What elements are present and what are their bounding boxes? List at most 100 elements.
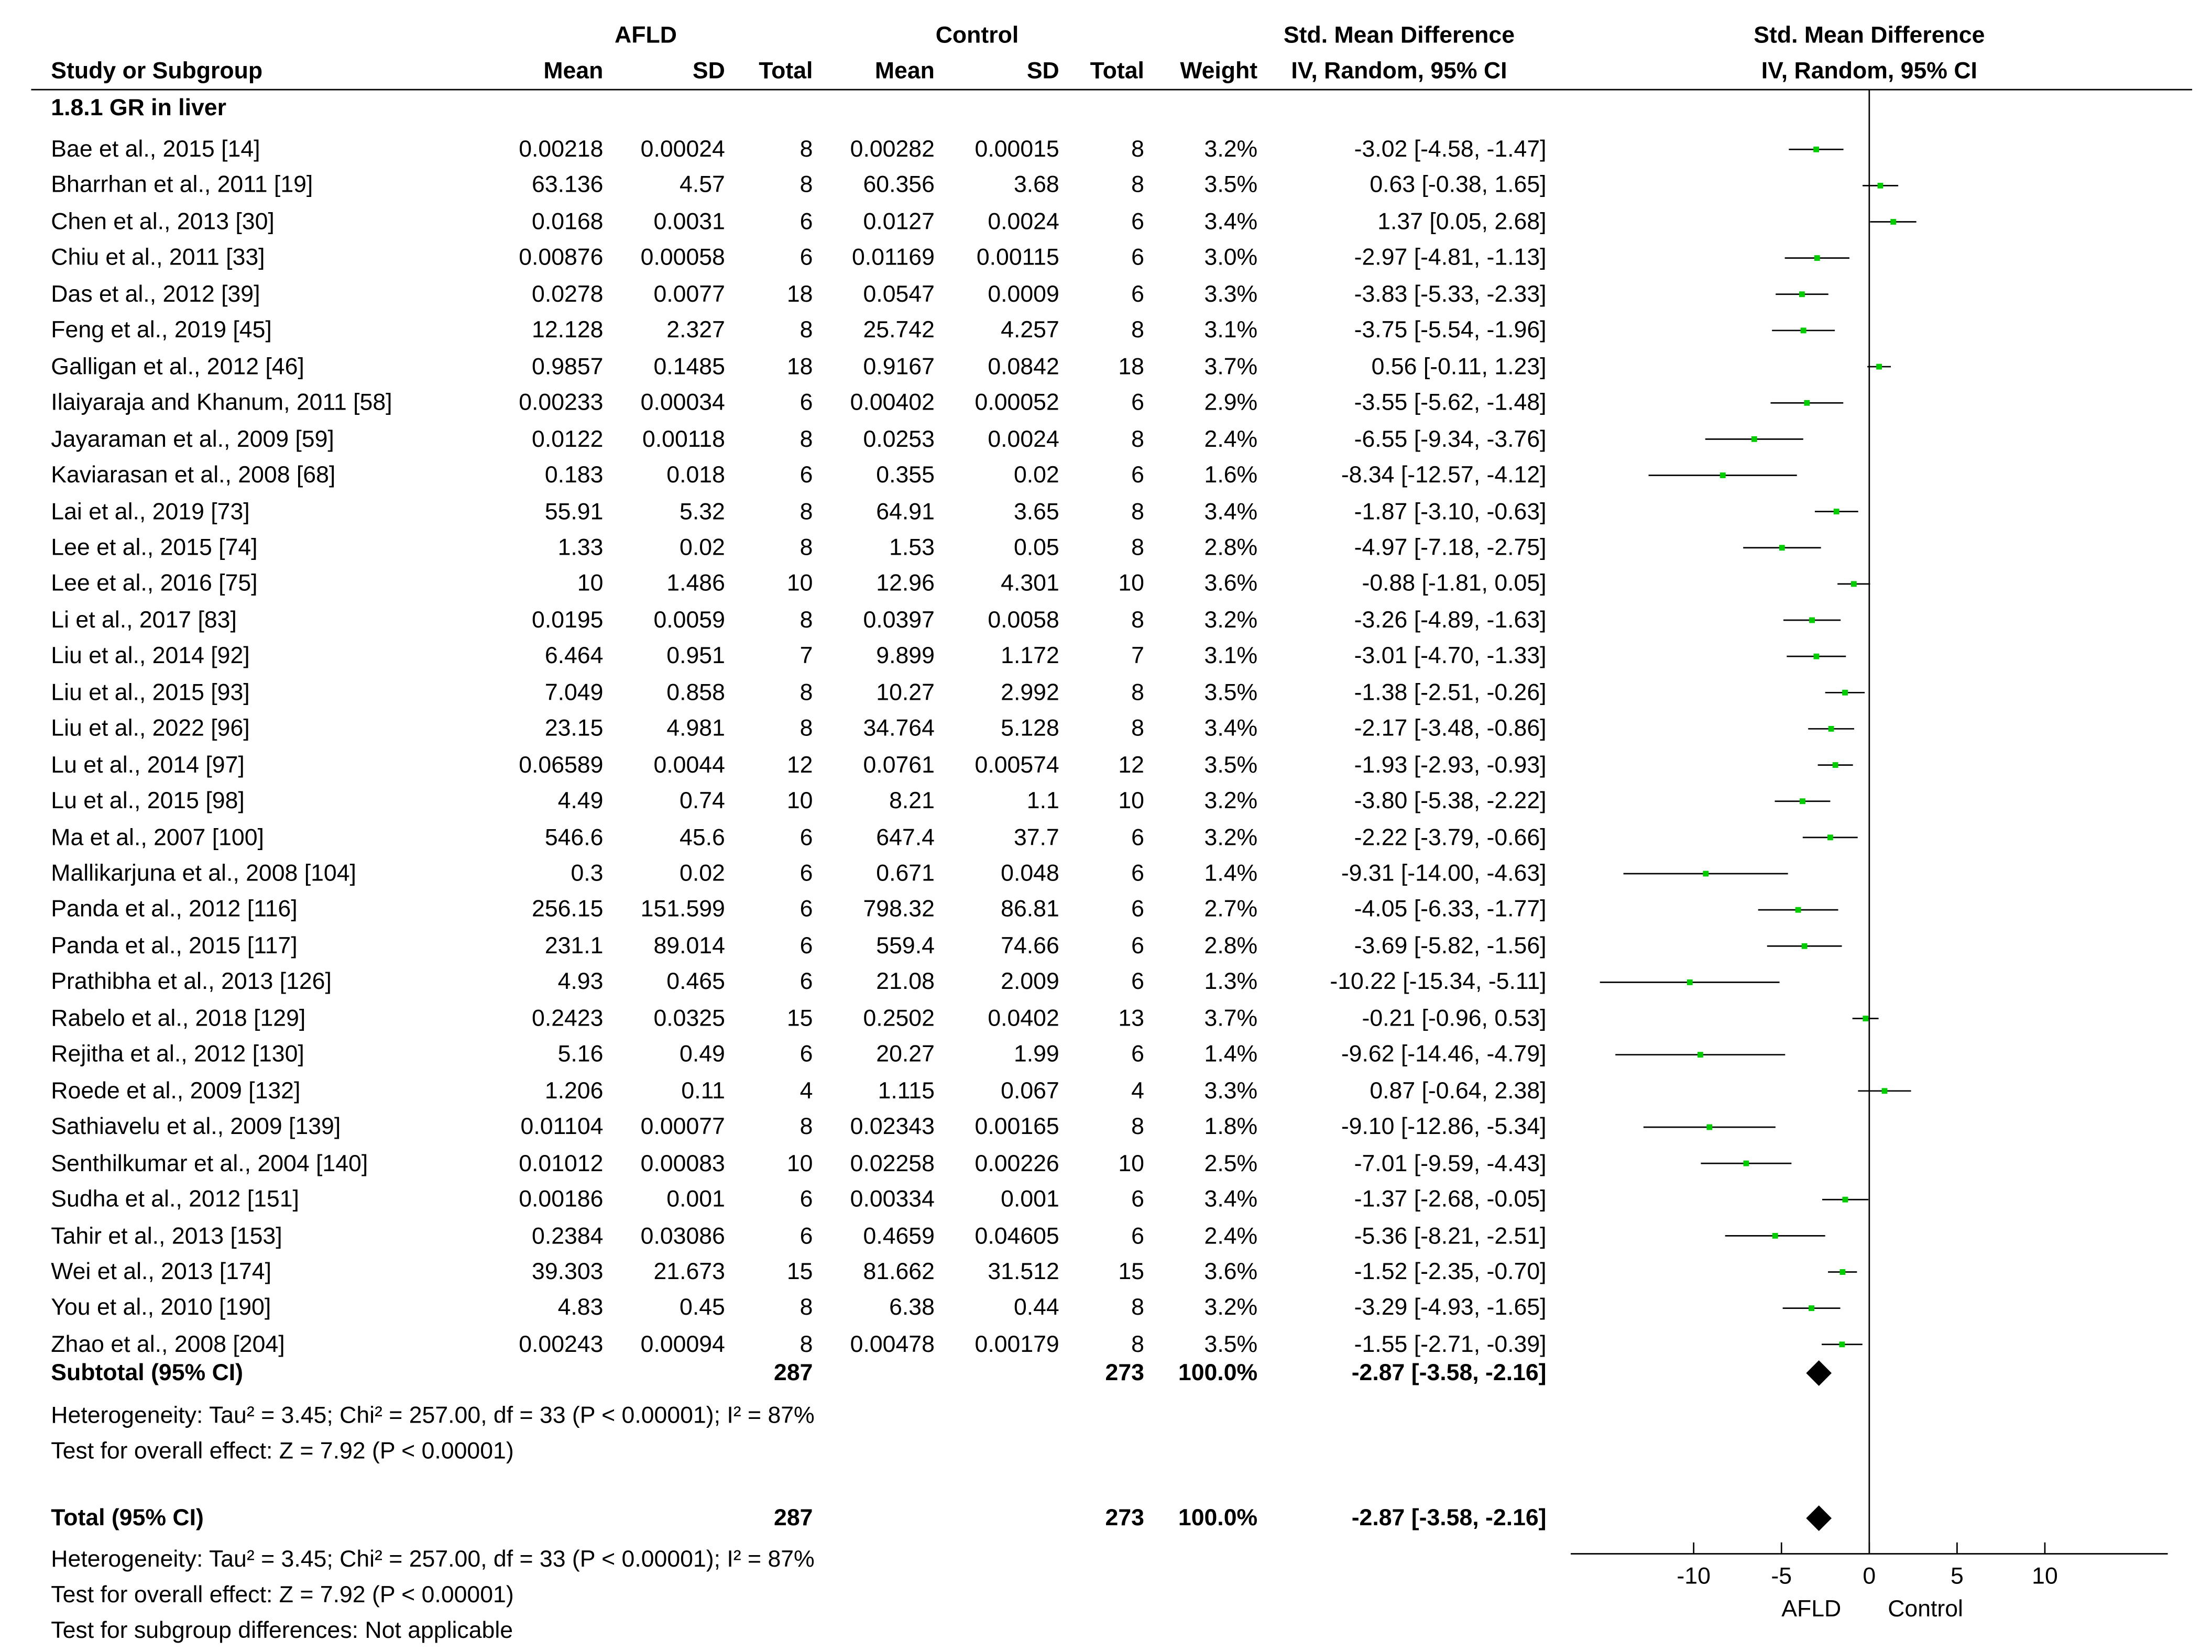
col-sd1-header: SD bbox=[692, 58, 725, 84]
point-estimate bbox=[1876, 364, 1882, 370]
study-name: Lee et al., 2016 [75] bbox=[51, 571, 258, 597]
weight: 3.7% bbox=[1204, 354, 1258, 380]
weight: 3.2% bbox=[1204, 1295, 1258, 1321]
control-mean: 0.00478 bbox=[850, 1331, 935, 1358]
control-mean: 20.27 bbox=[876, 1042, 935, 1068]
control-sd: 0.067 bbox=[1001, 1078, 1059, 1104]
afld-total: 6 bbox=[800, 969, 813, 995]
smd-ci: 0.56 [-0.11, 1.23] bbox=[1371, 354, 1547, 380]
control-sd: 0.00052 bbox=[974, 390, 1059, 416]
afld-total: 6 bbox=[800, 390, 813, 416]
control-sd: 1.99 bbox=[1013, 1042, 1059, 1068]
weight: 3.1% bbox=[1204, 643, 1258, 669]
afld-total: 8 bbox=[800, 426, 813, 452]
control-sd: 74.66 bbox=[1001, 933, 1059, 959]
afld-sd: 0.00077 bbox=[640, 1114, 725, 1140]
control-total: 6 bbox=[1131, 281, 1144, 307]
afld-mean: 546.6 bbox=[544, 824, 604, 851]
afld-sd: 0.1485 bbox=[653, 354, 725, 380]
subtotal-label: Subtotal (95% CI) bbox=[51, 1360, 244, 1386]
afld-mean: 10 bbox=[577, 571, 604, 597]
point-estimate bbox=[1881, 1088, 1888, 1094]
subtotal-total2: 273 bbox=[1105, 1360, 1144, 1386]
control-mean: 0.00402 bbox=[850, 390, 935, 416]
afld-total: 10 bbox=[786, 788, 813, 814]
afld-sd: 0.018 bbox=[666, 462, 725, 488]
study-marker bbox=[1782, 1305, 1841, 1312]
control-sd: 3.65 bbox=[1013, 499, 1059, 525]
control-sd: 3.68 bbox=[1013, 172, 1059, 199]
study-name: Rabelo et al., 2018 [129] bbox=[51, 1006, 306, 1031]
smd-ci: -0.21 [-0.96, 0.53] bbox=[1362, 1006, 1547, 1031]
control-mean: 25.742 bbox=[863, 317, 935, 344]
study-marker bbox=[1623, 871, 1788, 877]
smd-ci: -1.52 [-2.35, -0.70] bbox=[1354, 1259, 1547, 1285]
study-name: Lu et al., 2015 [98] bbox=[51, 788, 245, 814]
study-name: Chiu et al., 2011 [33] bbox=[51, 245, 265, 271]
control-mean: 0.0127 bbox=[863, 209, 935, 235]
weight: 3.3% bbox=[1204, 281, 1258, 307]
afld-sd: 0.951 bbox=[666, 643, 725, 669]
study-marker bbox=[1837, 581, 1870, 587]
x-tick-label: -10 bbox=[1677, 1563, 1710, 1589]
weight: 3.1% bbox=[1204, 317, 1258, 344]
afld-sd: 0.02 bbox=[680, 861, 725, 887]
weight: 3.2% bbox=[1204, 607, 1258, 633]
point-estimate bbox=[1863, 1016, 1869, 1021]
weight: 3.2% bbox=[1204, 136, 1258, 162]
afld-mean: 0.00876 bbox=[519, 245, 604, 271]
smd-plot-header: Std. Mean Difference bbox=[1754, 23, 1985, 49]
study-marker bbox=[1825, 689, 1865, 696]
afld-mean: 0.0195 bbox=[532, 607, 604, 633]
control-mean: 0.0397 bbox=[863, 607, 935, 633]
afld-mean: 0.00243 bbox=[519, 1331, 604, 1358]
favours-afld-label: AFLD bbox=[1781, 1596, 1841, 1622]
control-total: 8 bbox=[1131, 499, 1144, 525]
study-marker bbox=[1772, 327, 1835, 334]
afld-mean: 1.33 bbox=[557, 535, 604, 561]
afld-total: 8 bbox=[800, 535, 813, 561]
study-marker bbox=[1648, 472, 1797, 478]
weight: 3.6% bbox=[1204, 571, 1258, 597]
col-ci-header: IV, Random, 95% CI bbox=[1291, 58, 1507, 84]
subtotal-weight: 100.0% bbox=[1178, 1360, 1258, 1386]
weight: 2.7% bbox=[1204, 897, 1258, 923]
smd-ci: -3.26 [-4.89, -1.63] bbox=[1354, 607, 1547, 633]
study-marker bbox=[1870, 219, 1917, 225]
smd-ci: -1.87 [-3.10, -0.63] bbox=[1354, 499, 1547, 525]
control-sd: 0.0024 bbox=[988, 426, 1059, 452]
subtotal-diamond bbox=[1806, 1360, 1832, 1386]
point-estimate bbox=[1809, 617, 1815, 623]
study-name: Mallikarjuna et al., 2008 [104] bbox=[51, 861, 356, 887]
control-total: 6 bbox=[1131, 933, 1144, 959]
weight: 3.5% bbox=[1204, 172, 1258, 199]
weight: 1.4% bbox=[1204, 1042, 1258, 1068]
control-sd: 0.048 bbox=[1001, 861, 1059, 887]
study-marker bbox=[1701, 1160, 1792, 1166]
afld-mean: 256.15 bbox=[532, 897, 604, 923]
study-marker bbox=[1789, 146, 1844, 152]
control-sd: 5.128 bbox=[1001, 715, 1059, 742]
control-sd: 86.81 bbox=[1001, 897, 1059, 923]
afld-mean: 0.0278 bbox=[532, 281, 604, 307]
control-total: 8 bbox=[1131, 679, 1144, 706]
control-sd: 0.0009 bbox=[988, 281, 1059, 307]
afld-sd: 0.00034 bbox=[640, 390, 725, 416]
afld-mean: 4.93 bbox=[557, 969, 604, 995]
study-marker bbox=[1822, 1196, 1869, 1203]
study-marker bbox=[1705, 436, 1803, 442]
smd-ci: 0.63 [-0.38, 1.65] bbox=[1370, 172, 1547, 199]
weight: 2.4% bbox=[1204, 1223, 1258, 1249]
afld-total: 8 bbox=[800, 1331, 813, 1358]
afld-mean: 0.01012 bbox=[519, 1150, 604, 1176]
afld-sd: 0.03086 bbox=[640, 1223, 725, 1249]
afld-sd: 0.0044 bbox=[653, 752, 725, 778]
col-mean2-header: Mean bbox=[874, 58, 935, 84]
control-mean: 559.4 bbox=[876, 933, 935, 959]
weight: 2.8% bbox=[1204, 535, 1258, 561]
afld-sd: 0.11 bbox=[681, 1078, 725, 1104]
weight: 1.8% bbox=[1204, 1114, 1258, 1140]
point-estimate bbox=[1697, 1052, 1703, 1058]
control-total: 8 bbox=[1131, 715, 1144, 742]
